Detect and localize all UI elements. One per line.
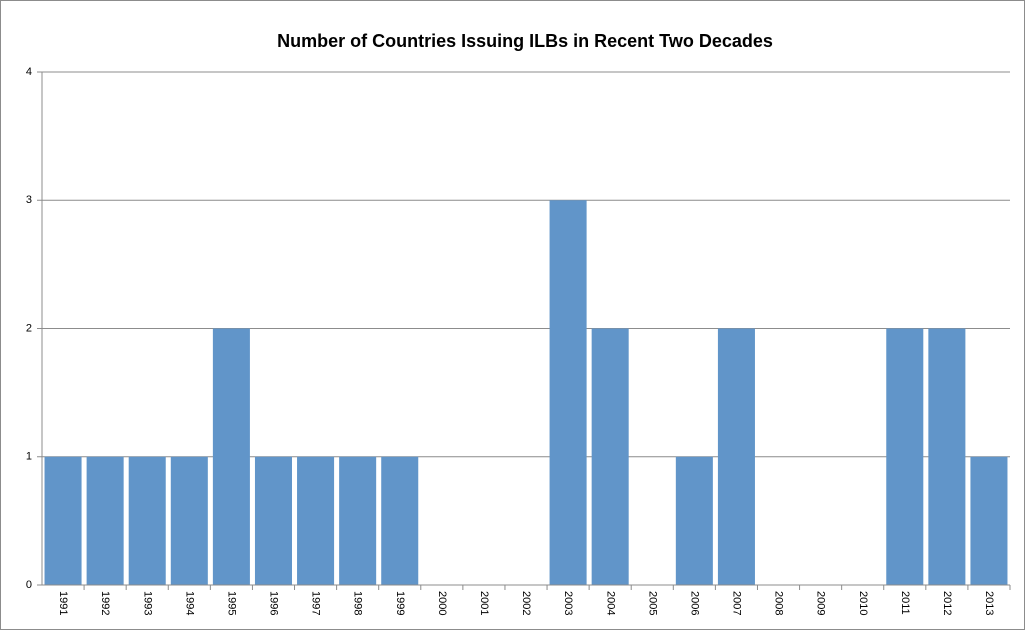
bar (675, 456, 713, 585)
bar (86, 456, 124, 585)
y-tick-label: 1 (26, 451, 32, 463)
y-tick-label: 3 (26, 194, 32, 206)
bar (254, 456, 292, 585)
bar (591, 328, 629, 585)
bar (170, 456, 208, 585)
y-tick-label: 2 (26, 322, 32, 334)
x-tick-label: 2006 (688, 591, 700, 615)
bar (128, 456, 166, 585)
x-tick-label: 1995 (225, 591, 237, 615)
x-tick-label: 2000 (436, 591, 448, 615)
bar (549, 200, 587, 585)
x-tick-label: 2013 (983, 591, 995, 615)
y-tick-label: 4 (26, 66, 32, 78)
x-tick-label: 1992 (99, 591, 111, 615)
bar (44, 456, 82, 585)
bar (886, 328, 924, 585)
bar (717, 328, 755, 585)
x-tick-label: 2007 (731, 591, 743, 615)
bar (928, 328, 966, 585)
x-tick-label: 2010 (857, 591, 869, 615)
x-tick-label: 1993 (141, 591, 153, 615)
x-tick-label: 2005 (646, 591, 658, 615)
y-tick-label: 0 (26, 579, 32, 591)
x-tick-label: 2004 (604, 591, 616, 615)
bar (381, 456, 419, 585)
bar (212, 328, 250, 585)
x-tick-label: 1998 (352, 591, 364, 615)
x-tick-label: 1997 (310, 591, 322, 615)
bar (339, 456, 377, 585)
chart-title: Number of Countries Issuing ILBs in Rece… (277, 31, 773, 51)
x-tick-label: 1996 (268, 591, 280, 615)
x-tick-label: 1999 (394, 591, 406, 615)
x-tick-label: 2009 (815, 591, 827, 615)
x-tick-label: 2003 (562, 591, 574, 615)
x-tick-label: 2011 (899, 591, 911, 615)
x-tick-label: 2012 (941, 591, 953, 615)
x-tick-label: 2008 (773, 591, 785, 615)
bar (970, 456, 1008, 585)
x-tick-label: 2001 (478, 591, 490, 615)
x-tick-label: 1994 (183, 591, 195, 615)
x-tick-label: 2002 (520, 591, 532, 615)
x-tick-label: 1991 (57, 591, 69, 615)
bar (297, 456, 335, 585)
